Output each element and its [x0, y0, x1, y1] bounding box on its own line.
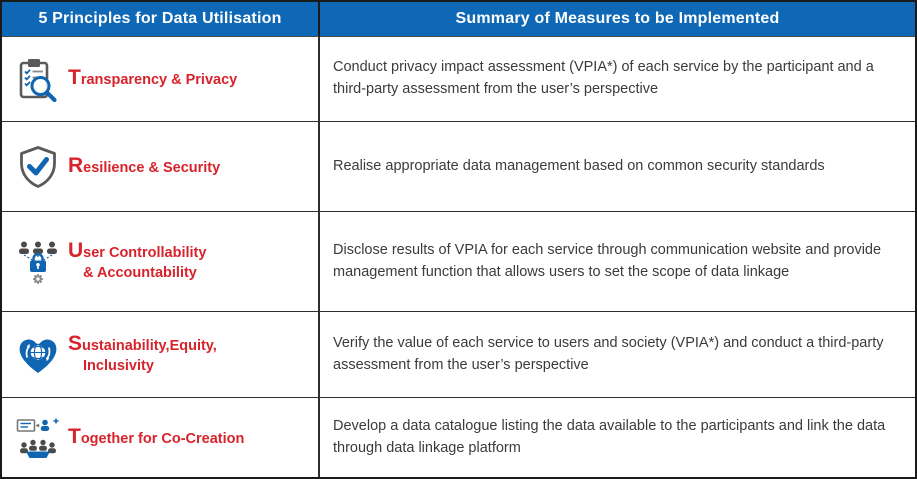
principle-cell-transparency: Transparency & Privacy [2, 37, 320, 122]
principle-text: ustainability,Equity, [82, 337, 217, 354]
principle-cell-sustainability: Sustainability,Equity, Inclusivity [2, 312, 320, 398]
header-measures-label: Summary of Measures to be Implemented [455, 10, 780, 27]
principle-initial: S [68, 331, 83, 355]
icon-box [12, 332, 64, 378]
header-principles-label: 5 Principles for Data Utilisation [38, 10, 282, 27]
icon-box [12, 144, 64, 190]
principle-text-line2: Inclusivity [83, 357, 154, 374]
header-measures: Summary of Measures to be Implemented [320, 2, 915, 37]
principle-initial: R [68, 153, 84, 177]
principle-label-transparency: Transparency & Privacy [68, 67, 237, 91]
measure-cell-resilience: Realise appropriate data management base… [320, 122, 915, 212]
icon-box [12, 56, 64, 102]
principle-text: ogether for Co-Creation [80, 430, 245, 447]
principle-initial: U [68, 238, 84, 262]
measure-cell-user-controllability: Disclose results of VPIA for each servic… [320, 212, 915, 312]
icon-box [12, 239, 64, 285]
measure-cell-co-creation: Develop a data catalogue listing the dat… [320, 398, 915, 477]
principle-text: ser Controllability [83, 244, 207, 261]
header-principles: 5 Principles for Data Utilisation [2, 2, 320, 37]
co-creation-icon [16, 418, 59, 458]
principle-text: ransparency & Privacy [80, 72, 238, 89]
principle-text-line2: & Accountability [83, 264, 197, 281]
icon-box [12, 415, 64, 461]
principle-text: esilience & Security [83, 159, 221, 176]
principle-label-resilience: Resilience & Security [68, 155, 220, 179]
measure-text: Realise appropriate data management base… [333, 157, 825, 174]
measure-text: Disclose results of VPIA for each servic… [333, 241, 882, 280]
principle-label-user-controllability: User Controllability & Accountability [68, 240, 206, 283]
measure-text: Conduct privacy impact assessment (VPIA*… [333, 59, 874, 97]
principle-initial: T [68, 66, 81, 90]
measure-text: Verify the value of each service to user… [333, 334, 884, 373]
clipboard-search-icon [19, 59, 57, 102]
principle-label-co-creation: Together for Co-Creation [68, 426, 244, 450]
shield-check-icon [20, 145, 56, 188]
measure-cell-transparency: Conduct privacy impact assessment (VPIA*… [320, 37, 915, 122]
heart-globe-icon [19, 338, 57, 373]
principle-cell-co-creation: Together for Co-Creation [2, 398, 320, 477]
measure-text: Develop a data catalogue listing the dat… [333, 417, 886, 456]
principle-label-sustainability: Sustainability,Equity, Inclusivity [68, 333, 217, 376]
principle-cell-resilience: Resilience & Security [2, 122, 320, 212]
users-lock-gear-icon [19, 241, 57, 284]
principle-cell-user-controllability: User Controllability & Accountability [2, 212, 320, 312]
principle-initial: T [68, 424, 81, 448]
measure-cell-sustainability: Verify the value of each service to user… [320, 312, 915, 398]
